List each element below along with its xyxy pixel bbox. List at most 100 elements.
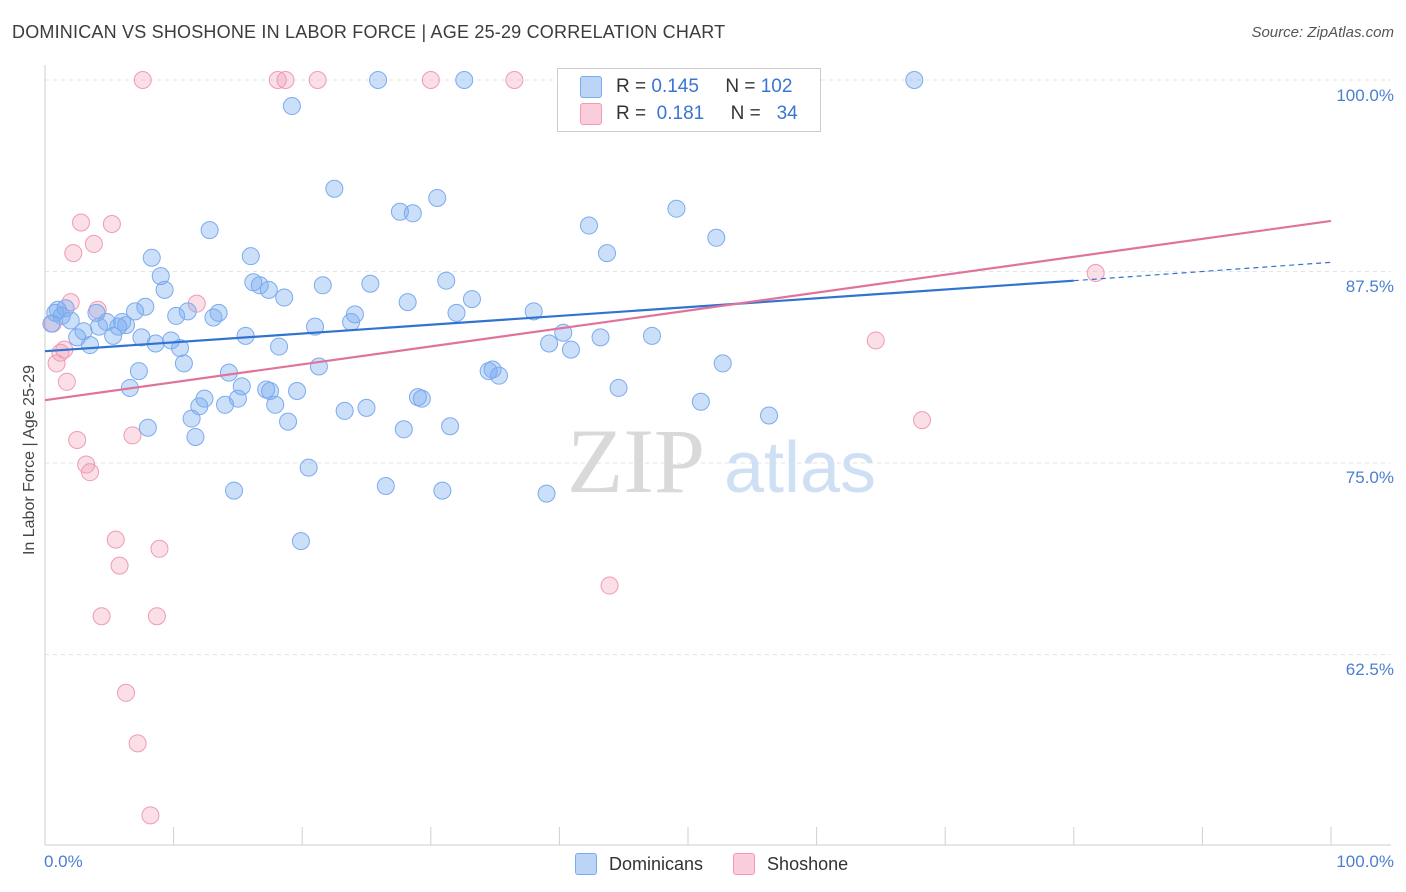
shoshone-point [106, 530, 125, 549]
shoshone-point [81, 463, 100, 482]
dominicans-point [167, 306, 186, 325]
dominicans-point [667, 199, 686, 218]
y-tick-62-5: 62.5% [1345, 660, 1394, 679]
dominicans-point [390, 202, 409, 221]
shoshone-point [866, 331, 885, 350]
dominicans-point [261, 381, 280, 400]
shoshone-point [505, 71, 524, 89]
dominicans-point [561, 340, 580, 359]
dominicans-point [136, 297, 155, 316]
y-tick-75: 75.0% [1345, 468, 1394, 487]
trend-lines [44, 219, 1332, 402]
dominicans-point [236, 326, 255, 345]
dominicans-point [279, 412, 298, 431]
dominicans-point [357, 398, 376, 417]
dominicans-point [713, 354, 732, 373]
dominicans-point [291, 532, 310, 551]
shoshone-point [84, 234, 103, 253]
dominicans-point [270, 337, 289, 356]
dominicans-point [282, 97, 301, 116]
dominicans-point [455, 71, 474, 89]
dominicans-point [325, 179, 344, 198]
shoshone-point [117, 683, 136, 702]
dominicans-point [342, 313, 361, 332]
dominicans-point [905, 71, 924, 89]
y-tick-87-5: 87.5% [1345, 277, 1394, 296]
dominicans-point [209, 303, 228, 322]
dominicans-point [462, 290, 481, 309]
shoshone-point [92, 607, 111, 626]
shoshone-point [110, 556, 129, 575]
dominicans-point [369, 71, 388, 89]
legend-swatch-dominicans [580, 76, 602, 98]
dominicans-point [195, 389, 214, 408]
stats-legend: R = 0.145 N = 102 R = 0.181 N = 34 [557, 68, 821, 132]
shoshone-trend-line [44, 219, 1332, 402]
dominicans-point [433, 481, 452, 500]
shoshone-point [421, 71, 440, 89]
dominicans-trend-line [44, 279, 1074, 353]
dominicans-point [162, 331, 181, 350]
shoshone-point [308, 71, 327, 89]
dominicans-point [412, 389, 431, 408]
dominicans-point [398, 293, 417, 312]
dominicans-point [174, 354, 193, 373]
dominicans-point [259, 280, 278, 299]
series-legend: Dominicans Shoshone [575, 853, 878, 875]
legend-r-label: R = [616, 76, 647, 97]
swatch-dominicans [575, 853, 597, 875]
shoshone-point [600, 576, 619, 595]
y-tick-100: 100.0% [1336, 86, 1394, 105]
dominicans-point [609, 378, 628, 397]
dominicans-point [129, 362, 148, 381]
shoshone-point [102, 215, 121, 234]
shoshone-point [72, 213, 91, 232]
dominicans-point [288, 381, 307, 400]
dominicans-point [489, 366, 508, 385]
legend-row-shoshone: R = 0.181 N = 34 [580, 102, 798, 126]
shoshone-point [187, 294, 206, 313]
legend-r-label: R = [616, 103, 647, 124]
dominicans-point [81, 336, 100, 355]
shoshone-point [133, 71, 152, 89]
dominicans-point [117, 316, 136, 335]
shoshone-point [147, 607, 166, 626]
dominicans-point [376, 476, 395, 495]
legend-label-dominicans: Dominicans [609, 853, 704, 874]
dominicans-point [335, 401, 354, 420]
dominicans-point [597, 244, 616, 263]
legend-item-dominicans[interactable]: Dominicans [575, 853, 703, 875]
shoshone-point [268, 71, 287, 89]
dominicans-point [447, 303, 466, 322]
legend-r-value-shoshone: 0.181 [656, 103, 705, 124]
dominicans-point [225, 481, 244, 500]
dominicans-point [200, 221, 219, 240]
dominicans-point [241, 247, 260, 266]
dominicans-trend-extension [1073, 261, 1332, 282]
dominicans-point [524, 302, 543, 321]
dominicans-point [178, 302, 197, 321]
dominicans-point [104, 326, 123, 345]
watermark: ZIP atlas [567, 410, 876, 512]
dominicans-point [579, 216, 598, 235]
dominicans-point [151, 267, 170, 286]
dominicans-point [155, 280, 174, 299]
legend-n-label: N = [725, 76, 756, 97]
dominicans-point [142, 248, 161, 267]
dominicans-point [691, 392, 710, 411]
legend-n-value-dominicans: 102 [760, 76, 793, 97]
dominicans-point [760, 406, 779, 425]
legend-item-shoshone[interactable]: Shoshone [733, 853, 848, 875]
shoshone-point [57, 372, 76, 391]
chart-source: Source: ZipAtlas.com [1251, 24, 1394, 41]
axes [44, 65, 1391, 846]
legend-n-value-shoshone: 34 [776, 103, 798, 124]
dominicans-points [42, 71, 924, 551]
dominicans-point [437, 271, 456, 290]
dominicans-point [642, 326, 661, 345]
watermark-atlas: atlas [724, 428, 876, 508]
dominicans-point [219, 363, 238, 382]
dominicans-point [61, 311, 80, 330]
shoshone-point [47, 354, 66, 373]
